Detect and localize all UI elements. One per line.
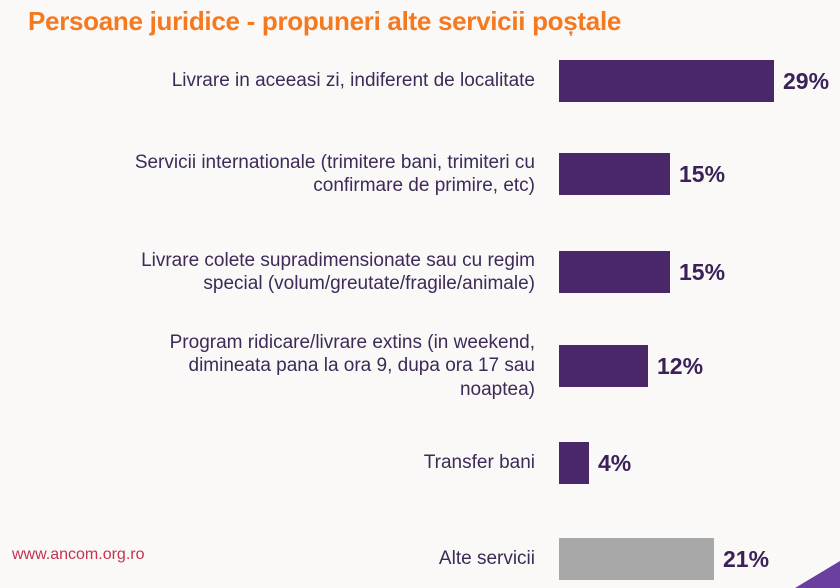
corner-triangle-decoration — [795, 561, 840, 588]
bar-value-label: 29% — [783, 67, 830, 94]
bar — [559, 345, 648, 387]
bar-category-label: Alte servicii — [438, 548, 535, 570]
bar-value-label: 15% — [679, 258, 726, 285]
bar-category-label: Livrare in aceeasi zi, indiferent de loc… — [171, 70, 535, 92]
footer-website: www.ancom.org.ro — [12, 546, 145, 563]
chart-row: Program ridicare/livrare extins (in week… — [0, 332, 840, 399]
bar — [559, 251, 670, 293]
bar — [559, 442, 589, 484]
chart-row: Livrare colete supradimensionate sau cu … — [0, 249, 840, 294]
chart-row: Transfer bani 4% — [0, 442, 840, 484]
bar-category-label: Program ridicare/livrare extins (in week… — [169, 332, 535, 400]
bar — [559, 538, 714, 580]
bar-category-label: Servicii internationale (trimitere bani,… — [134, 151, 535, 196]
bar-value-label: 12% — [657, 352, 704, 379]
bar — [559, 60, 774, 102]
chart-row: Alte servicii 21% — [0, 538, 840, 580]
bar-value-label: 15% — [679, 160, 726, 187]
chart-title: Persoane juridice - propuneri alte servi… — [28, 6, 622, 36]
bar-category-label: Livrare colete supradimensionate sau cu … — [141, 249, 535, 294]
chart-row: Servicii internationale (trimitere bani,… — [0, 151, 840, 196]
bar — [559, 153, 670, 195]
chart-row: Livrare in aceeasi zi, indiferent de loc… — [0, 60, 840, 102]
bar-value-label: 4% — [598, 449, 632, 476]
bar-category-label: Transfer bani — [423, 452, 535, 474]
bar-value-label: 21% — [723, 545, 770, 572]
